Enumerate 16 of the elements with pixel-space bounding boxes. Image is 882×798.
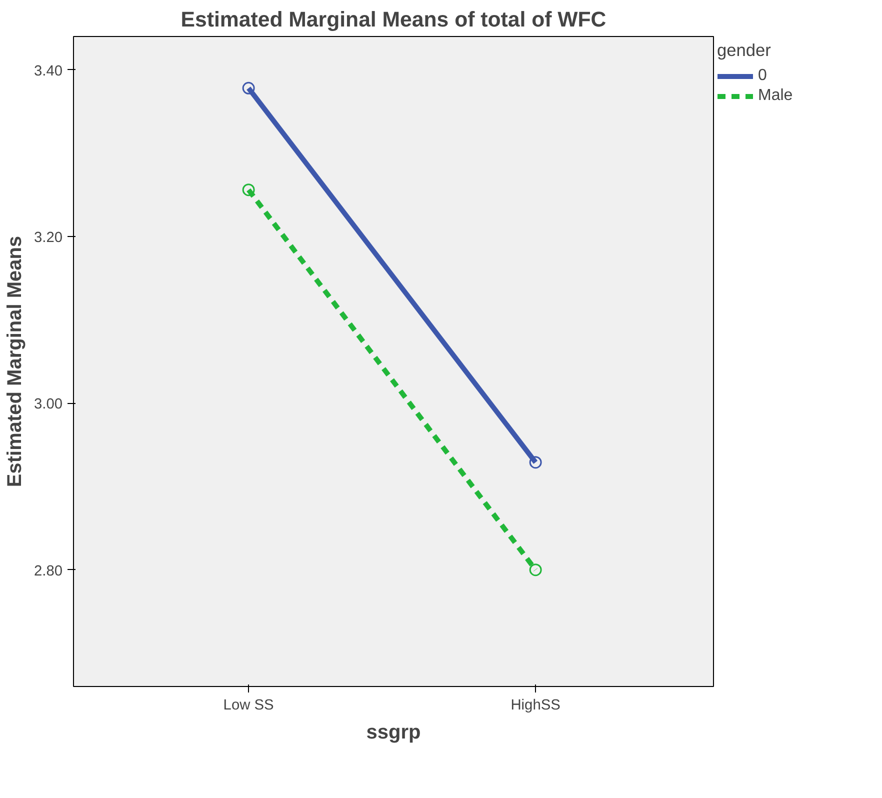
point: [529, 564, 542, 576]
x-axis-title: ssgrp: [366, 722, 421, 744]
y-tick-label: 2.80: [34, 563, 63, 580]
x-tick-label: Low SS: [223, 698, 274, 714]
legend-title: gender: [717, 40, 772, 61]
legend-label: Male: [758, 87, 793, 105]
legend-label: 0: [758, 67, 768, 85]
y-axis-title: Estimated Marginal Means: [4, 236, 26, 488]
point: [242, 82, 255, 94]
y-tick-label: 3.40: [34, 63, 63, 80]
chart-title: Estimated Marginal Means of total of WFC: [180, 8, 606, 32]
x-tick-label: HighSS: [510, 698, 561, 714]
point: [529, 456, 542, 469]
y-tick-label: 3.00: [34, 396, 63, 413]
point: [242, 184, 255, 196]
y-tick-label: 3.20: [34, 230, 63, 246]
